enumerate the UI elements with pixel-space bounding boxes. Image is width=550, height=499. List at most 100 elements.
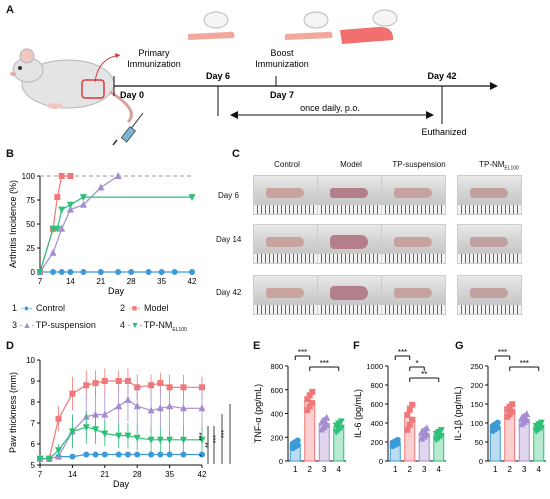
- legend-num-2: 2: [120, 303, 126, 313]
- data-point: [101, 410, 109, 418]
- data-point: [97, 183, 105, 191]
- y-axis-label: Paw thickness (mm): [8, 372, 18, 453]
- legend-label-tp-nm: TP-NM: [143, 320, 173, 330]
- series-model: [37, 368, 205, 462]
- series-tp-suspension: [36, 172, 122, 275]
- y-tick-label: 250: [470, 362, 483, 371]
- circle-marker-icon: -●-: [20, 303, 33, 313]
- y-axis-label: IL-1β (pg/mL): [453, 386, 463, 440]
- ruler-image: [382, 205, 445, 214]
- data-point: [79, 200, 87, 208]
- x-tick-label: 28: [127, 277, 136, 286]
- data-point: [156, 436, 164, 444]
- x-tick-label: 7: [38, 470, 43, 479]
- ruler-image: [254, 205, 317, 214]
- y-tick-label: 0: [31, 268, 36, 277]
- data-point: [101, 451, 108, 458]
- x-tick-label: 14: [68, 470, 77, 479]
- day42-label: Day 42: [427, 71, 456, 81]
- data-point: [50, 269, 57, 275]
- col-head-model: Model: [340, 160, 362, 169]
- significance-label: ***: [221, 430, 228, 438]
- x-tick-label: 4: [337, 465, 342, 474]
- y-axis-label: Arthritis Incidence (%): [8, 180, 18, 268]
- data-point: [97, 269, 104, 275]
- legend-label-model: Model: [144, 303, 169, 313]
- data-point: [157, 380, 164, 387]
- x-tick-label: 3: [322, 465, 327, 474]
- paw-photo: [317, 275, 382, 315]
- data-point: [66, 201, 74, 209]
- paw-image: [266, 237, 304, 247]
- data-point: [166, 451, 173, 458]
- syringe-icon: [112, 112, 144, 146]
- data-point: [306, 403, 313, 410]
- panel-letter-b: B: [6, 148, 14, 160]
- data-point: [68, 428, 76, 436]
- data-point: [337, 424, 345, 432]
- data-point: [115, 451, 122, 458]
- significance-label: *: [415, 359, 418, 368]
- y-tick-label: 200: [470, 381, 483, 390]
- x-tick-label: 2: [308, 465, 313, 474]
- paw-image: [330, 235, 368, 249]
- y-tick-label: 600: [270, 386, 283, 395]
- paw-image: [394, 188, 432, 198]
- paw-image: [470, 288, 508, 298]
- data-point: [83, 382, 90, 389]
- data-point: [189, 269, 195, 275]
- y-tick-label: 600: [370, 400, 383, 409]
- data-point: [58, 224, 66, 232]
- paw-photo: [381, 275, 446, 315]
- y-tick-label: 8: [31, 398, 36, 407]
- series-model: [37, 173, 74, 275]
- swollen-paw-illustration: [340, 9, 398, 44]
- x-tick-label: 7: [38, 277, 43, 286]
- data-point: [92, 380, 99, 387]
- data-point: [323, 413, 331, 421]
- legend-num-3: 3: [12, 320, 18, 330]
- y-tick-label: 10: [26, 356, 35, 365]
- x-tick-label: 35: [165, 470, 174, 479]
- data-point: [180, 451, 187, 458]
- data-point: [509, 401, 516, 408]
- row-head-day14: Day 14: [216, 235, 242, 244]
- y-axis-label: IL-6 (pg/mL): [353, 389, 363, 438]
- data-point: [337, 418, 345, 426]
- paw-image: [266, 288, 304, 298]
- x-tick-label: 2: [508, 465, 513, 474]
- legend-item-tp-nm: 4 -▼- TP-NMEL100: [120, 320, 187, 333]
- paw-image: [330, 286, 368, 300]
- data-point: [115, 402, 123, 410]
- data-point: [80, 269, 87, 275]
- col-head-tp-nm-sub: EL100: [504, 165, 519, 172]
- data-point: [115, 378, 122, 384]
- panel-letter-d: D: [6, 340, 14, 352]
- significance-label: ***: [298, 348, 307, 357]
- tnf-alpha-bar-chart: 0 200 400 600 800 TNF-α (pg/mL) 1 2 3 4 *** ***: [253, 348, 346, 474]
- ruler-image: [318, 205, 381, 214]
- col-head-control: Control: [274, 160, 300, 169]
- significance-label: ***: [199, 432, 206, 440]
- il1b-bar-chart: 0 50 100 150 200 250 IL-1β (pg/mL) 1 2 3 4 *** ***: [453, 348, 546, 474]
- series-line: [39, 175, 119, 273]
- ruler-image: [458, 305, 521, 314]
- data-point: [115, 269, 122, 275]
- x-tick-label: 21: [96, 277, 105, 286]
- paw-photo: [253, 175, 318, 215]
- paw-photo: [253, 224, 318, 264]
- series-tp-nm: [36, 410, 206, 463]
- x-tick-label: 4: [537, 465, 542, 474]
- y-tick-label: 400: [270, 410, 283, 419]
- significance-label: ***: [498, 348, 507, 357]
- ruler-image: [382, 305, 445, 314]
- data-point: [523, 410, 531, 418]
- day0-label: Day 0: [120, 90, 144, 100]
- data-point: [180, 384, 187, 391]
- boost-immunization-label: Immunization: [255, 59, 309, 69]
- ruler-image: [382, 254, 445, 263]
- data-point: [147, 406, 155, 414]
- paw-photo: [457, 175, 522, 215]
- series-tp-nm: [36, 194, 196, 276]
